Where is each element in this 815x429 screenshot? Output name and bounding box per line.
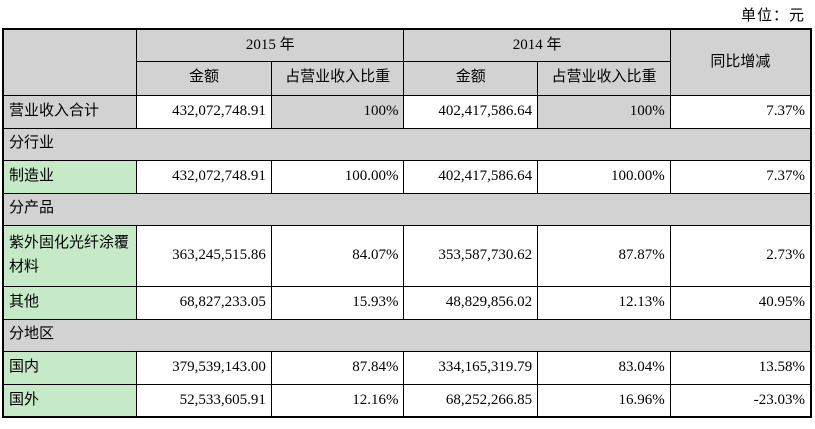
pct-2014-cell: 100.00% [537, 159, 671, 194]
header-yoy-change: 同比增减 [669, 28, 812, 96]
pct-2014-cell: 16.96% [537, 383, 671, 418]
amount-2015-cell: 432,072,748.91 [136, 159, 272, 194]
yoy-cell: 7.37% [669, 94, 812, 129]
section-label: 分地区 [2, 318, 812, 352]
header-year-2014: 2014 年 [403, 28, 671, 62]
pct-2015-cell: 87.84% [270, 350, 405, 385]
amount-2015-cell: 68,827,233.05 [136, 285, 272, 320]
row-label: 营业收入合计 [2, 94, 138, 129]
yoy-cell: 7.37% [669, 159, 812, 194]
pct-2014-cell: 12.13% [537, 285, 671, 320]
header-proportion-2014: 占营业收入比重 [537, 60, 671, 96]
row-label: 制造业 [2, 159, 138, 194]
pct-2015-cell: 12.16% [270, 383, 405, 418]
row-label: 其他 [2, 285, 138, 320]
pct-2015-cell: 100.00% [270, 159, 405, 194]
table-row-domestic: 国内 379,539,143.00 87.84% 334,165,319.79 … [2, 350, 812, 385]
corner-cell [2, 28, 138, 96]
amount-2014-cell: 48,829,856.02 [403, 285, 539, 320]
revenue-breakdown-table: 2015 年 2014 年 同比增减 金额 占营业收入比重 金额 占营业收入比重… [2, 28, 812, 418]
section-label: 分行业 [2, 127, 812, 161]
unit-label: 单位：元 [740, 8, 805, 24]
pct-2014-cell: 100% [537, 94, 671, 129]
row-label: 国外 [2, 383, 138, 418]
yoy-cell: 13.58% [669, 350, 812, 385]
pct-2015-cell: 100% [270, 94, 405, 129]
row-label: 国内 [2, 350, 138, 385]
amount-2014-cell: 402,417,586.64 [403, 94, 539, 129]
pct-2015-cell: 15.93% [270, 285, 405, 320]
pct-2014-cell: 83.04% [537, 350, 671, 385]
row-label: 紫外固化光纤涂覆材料 [2, 224, 138, 287]
pct-2015-cell: 84.07% [270, 224, 405, 287]
header-row-years: 2015 年 2014 年 同比增减 [2, 28, 812, 96]
table-row-uv-fiber-coating: 紫外固化光纤涂覆材料 363,245,515.86 84.07% 353,587… [2, 224, 812, 287]
amount-2014-cell: 402,417,586.64 [403, 159, 539, 194]
amount-2015-cell: 52,533,605.91 [136, 383, 272, 418]
section-row-by-product: 分产品 [2, 192, 812, 226]
header-amount-2015: 金额 [136, 60, 272, 96]
table-row-overseas: 国外 52,533,605.91 12.16% 68,252,266.85 16… [2, 383, 812, 418]
header-row-metrics: 金额 占营业收入比重 金额 占营业收入比重 [3, 60, 811, 96]
table-row-other: 其他 68,827,233.05 15.93% 48,829,856.02 12… [2, 285, 812, 320]
amount-2014-cell: 334,165,319.79 [403, 350, 539, 385]
table-row-total-revenue: 营业收入合计 432,072,748.91 100% 402,417,586.6… [2, 94, 812, 129]
yoy-cell: -23.03% [669, 383, 812, 418]
amount-2015-cell: 363,245,515.86 [136, 224, 272, 287]
amount-2015-cell: 432,072,748.91 [136, 94, 272, 129]
amount-2014-cell: 353,587,730.62 [403, 224, 539, 287]
yoy-cell: 40.95% [669, 285, 812, 320]
yoy-cell: 2.73% [669, 224, 812, 287]
header-proportion-2015: 占营业收入比重 [270, 60, 405, 96]
section-row-by-region: 分地区 [2, 318, 812, 352]
pct-2014-cell: 87.87% [537, 224, 671, 287]
header-amount-2014: 金额 [403, 60, 539, 96]
section-row-by-industry: 分行业 [2, 127, 812, 161]
header-year-2015: 2015 年 [136, 28, 405, 62]
amount-2015-cell: 379,539,143.00 [136, 350, 272, 385]
table-row-manufacturing: 制造业 432,072,748.91 100.00% 402,417,586.6… [2, 159, 812, 194]
section-label: 分产品 [2, 192, 812, 226]
amount-2014-cell: 68,252,266.85 [403, 383, 539, 418]
